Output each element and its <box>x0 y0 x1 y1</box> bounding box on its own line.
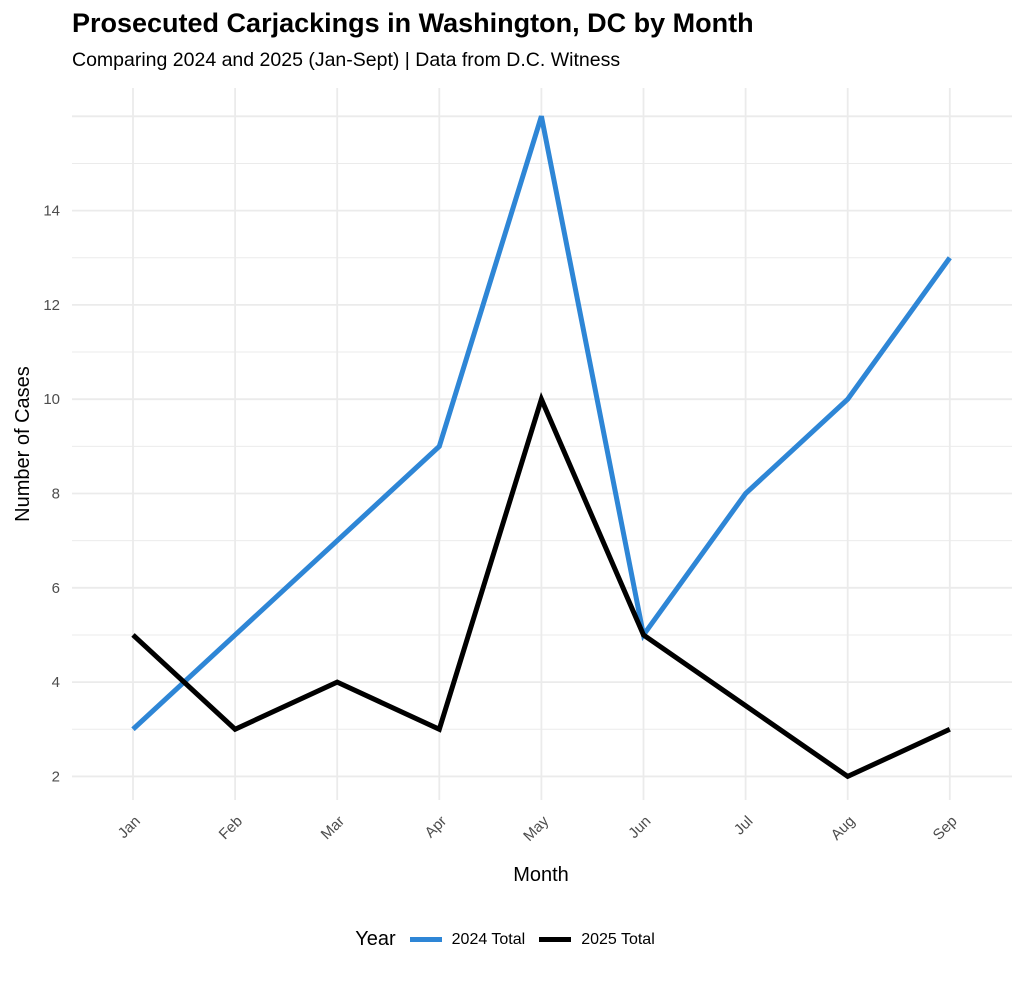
x-tick-label: Sep <box>930 813 961 844</box>
y-tick-label: 14 <box>43 203 60 220</box>
y-tick-label: 6 <box>52 580 60 597</box>
y-tick-label: 8 <box>52 486 60 503</box>
legend-label-2024: 2024 Total <box>451 930 526 948</box>
legend-key-2024 <box>409 937 442 942</box>
x-tick-label: May <box>520 812 552 844</box>
series-line-2025-total <box>131 392 951 780</box>
x-tick-label: Feb <box>216 813 246 843</box>
x-tick-label: Mar <box>318 813 348 843</box>
x-tick-label: Apr <box>422 813 451 842</box>
x-axis-label: Month <box>513 864 569 886</box>
chart-title: Prosecuted Carjackings in Washington, DC… <box>72 8 754 38</box>
y-tick-label: 10 <box>43 391 60 408</box>
legend-item-2024: 2024 Total <box>409 930 526 949</box>
x-tick-label: Jul <box>731 813 757 839</box>
y-axis-label: Number of Cases <box>12 366 34 522</box>
x-tick-label: Jan <box>115 813 144 842</box>
x-tick-label: Jun <box>625 813 654 842</box>
y-tick-label: 12 <box>43 297 60 314</box>
series-line-2024-total <box>131 115 952 732</box>
legend-label-2025: 2025 Total <box>581 930 655 948</box>
y-tick-label: 2 <box>52 768 60 785</box>
chart-subtitle: Comparing 2024 and 2025 (Jan-Sept) | Dat… <box>72 49 621 71</box>
legend-title: Year <box>355 928 396 950</box>
legend: Year 2024 Total 2025 Total <box>0 928 1024 951</box>
y-tick-label: 4 <box>52 674 60 691</box>
x-tick-label: Aug <box>828 813 859 844</box>
legend-item-2025: 2025 Total <box>539 931 655 949</box>
legend-key-2025 <box>539 937 572 942</box>
